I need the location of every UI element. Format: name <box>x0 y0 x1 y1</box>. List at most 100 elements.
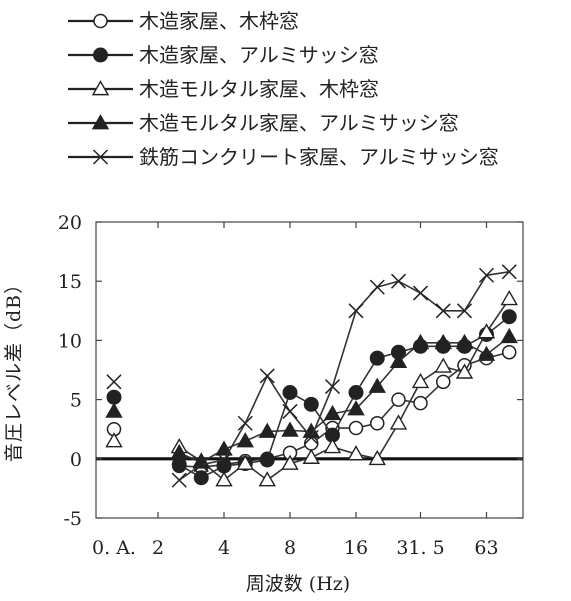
y-axis-ticks: -5 0 5 10 15 20 <box>58 212 523 530</box>
data-point <box>389 414 408 430</box>
data-point <box>323 404 342 421</box>
data-point <box>258 471 276 487</box>
y-tick-label: 15 <box>58 271 82 293</box>
legend-label: 木造モルタル家屋、アルミサッシ窓 <box>139 111 459 135</box>
plot-frame <box>95 221 524 519</box>
legend: 木造家屋、木枠窓木造家屋、アルミサッシ窓木造モルタル家屋、木枠窓木造モルタル家屋… <box>68 9 499 169</box>
data-point <box>434 333 452 350</box>
data-point <box>170 443 188 460</box>
data-point <box>93 47 108 63</box>
y-tick-label: -5 <box>63 508 82 530</box>
data-point <box>434 357 452 373</box>
data-point <box>477 345 496 361</box>
data-point <box>281 421 299 437</box>
x-tick-label: 31. 5 <box>396 537 444 559</box>
series-line <box>178 298 510 482</box>
data-point <box>323 438 342 454</box>
data-point <box>348 384 364 400</box>
y-tick-label: 0 <box>70 449 82 471</box>
data-point <box>215 471 233 487</box>
data-point <box>282 384 298 400</box>
x-tick-label: 2 <box>152 537 164 559</box>
data-point <box>303 429 319 446</box>
plot-area <box>95 221 524 519</box>
y-tick-label: 10 <box>58 330 82 352</box>
legend-item: 木造家屋、木枠窓 <box>68 9 299 33</box>
data-point <box>501 264 517 280</box>
data-point <box>171 457 187 473</box>
data-point <box>369 416 385 431</box>
data-point <box>91 114 110 130</box>
data-point <box>236 432 254 448</box>
legend-label: 木造家屋、木枠窓 <box>139 9 299 33</box>
legend-label: 木造家屋、アルミサッシ窓 <box>139 43 379 67</box>
data-point <box>368 377 386 393</box>
data-point <box>193 457 209 473</box>
x-tick-label: 4 <box>218 537 230 559</box>
data-point <box>105 432 123 448</box>
series-line <box>178 316 510 479</box>
series-5 <box>106 264 517 488</box>
data-point <box>324 379 341 395</box>
data-point <box>216 452 232 468</box>
data-point <box>303 396 319 412</box>
data-point <box>259 452 275 468</box>
series-3 <box>105 290 518 487</box>
data-point <box>106 374 122 390</box>
data-point <box>193 470 209 486</box>
data-point <box>412 285 429 301</box>
x-axis-title: 周波数 (Hz) <box>246 573 350 595</box>
data-point <box>435 374 451 390</box>
data-point <box>347 400 365 416</box>
data-point <box>500 327 518 344</box>
legend-label: 木造モルタル家屋、木枠窓 <box>139 77 379 101</box>
data-point <box>237 415 253 431</box>
legend-item: 木造モルタル家屋、木枠窓 <box>68 77 379 101</box>
data-point <box>456 303 473 319</box>
legend-item: 木造家屋、アルミサッシ窓 <box>68 43 379 67</box>
series-line <box>178 336 510 464</box>
data-point <box>500 290 518 306</box>
data-point <box>369 350 385 366</box>
data-point <box>91 80 110 96</box>
x-tick-label: 0. A. <box>92 537 136 559</box>
data-point <box>369 279 385 295</box>
data-point <box>348 420 364 436</box>
data-point <box>281 454 299 470</box>
x-tick-label: 63 <box>474 537 498 559</box>
data-point <box>105 402 123 418</box>
data-point <box>348 303 364 319</box>
data-point <box>303 436 319 451</box>
legend-label: 鉄筋コンクリート家屋、アルミサッシ窓 <box>139 145 499 169</box>
data-point <box>215 440 233 456</box>
data-point <box>435 303 451 319</box>
data-point <box>390 273 407 289</box>
data-point <box>92 149 109 165</box>
data-point <box>347 445 365 461</box>
data-point <box>478 267 495 283</box>
data-point <box>411 333 430 350</box>
data-point <box>258 422 276 438</box>
data-point <box>282 403 298 419</box>
data-point <box>259 368 275 384</box>
data-point <box>501 344 517 360</box>
series-line <box>178 270 510 481</box>
x-tick-label: 8 <box>284 537 296 559</box>
data-point <box>171 472 187 488</box>
data-point <box>106 389 122 405</box>
data-point <box>411 372 430 389</box>
x-tick-label: 16 <box>344 537 368 559</box>
data-point <box>455 333 474 350</box>
data-point <box>477 323 496 339</box>
data-point <box>413 395 428 411</box>
data-point <box>391 392 406 407</box>
data-point <box>368 449 386 466</box>
data-point <box>389 352 408 369</box>
y-tick-label: 5 <box>70 390 82 412</box>
y-tick-label: 20 <box>58 212 82 234</box>
legend-item: 鉄筋コンクリート家屋、アルミサッシ窓 <box>68 145 499 169</box>
data-point <box>192 453 210 469</box>
series-line <box>179 351 510 468</box>
data-point <box>455 363 474 379</box>
